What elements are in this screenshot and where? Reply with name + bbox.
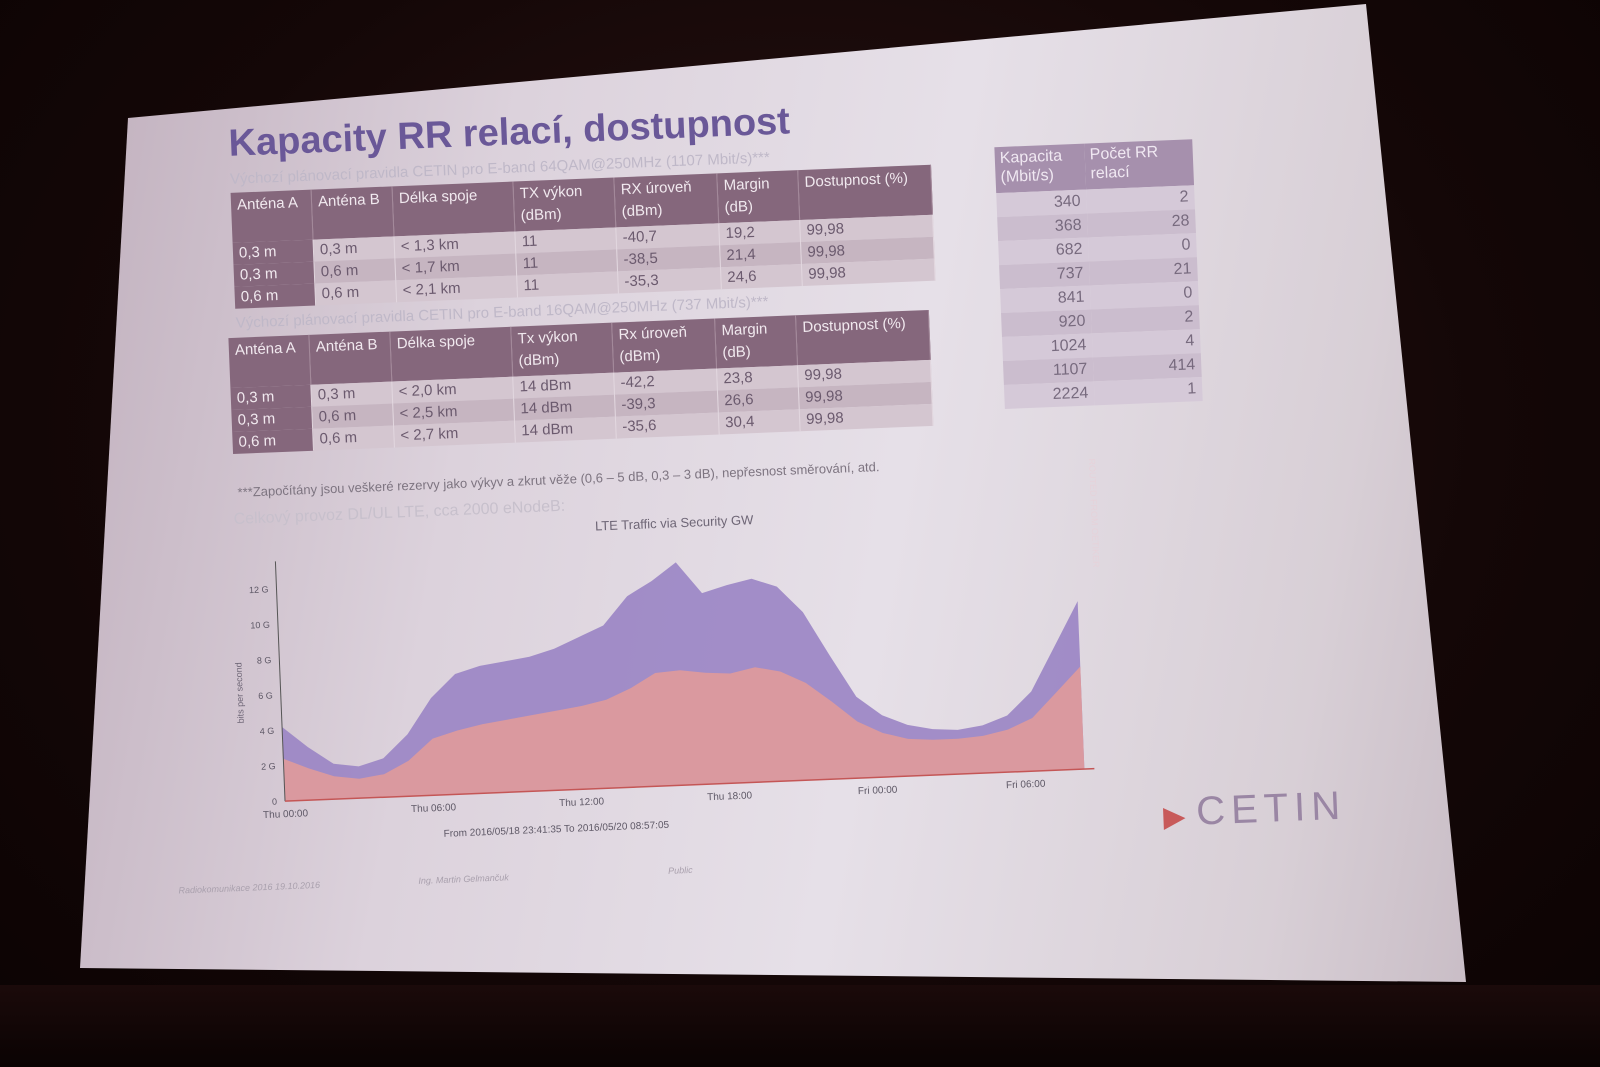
x-tick-label: Fri 06:00 xyxy=(1006,779,1046,792)
chart-axes: 0 2 G 4 G 6 G 8 G 10 G 12 G Thu 00:00 Thu 06:00 T… xyxy=(249,561,1095,821)
chart-areas xyxy=(282,562,1085,802)
capacity-header-0: Kapacita (Mbit/s) xyxy=(994,143,1087,194)
curtain xyxy=(0,985,1600,1067)
table1-header-4: RX úroveň (dBm) xyxy=(613,173,719,228)
table1-header-2: Délka spoje xyxy=(391,181,515,237)
table1: Anténa A Anténa B Délka spoje TX výkon (dBm… xyxy=(230,164,936,309)
chart-range-caption: From 2016/05/18 23:41:35 To 2016/05/20 0… xyxy=(443,820,669,840)
x-tick-label: Thu 00:00 xyxy=(263,808,309,821)
table1-cell: 0,3 m xyxy=(232,239,314,265)
y-tick-label: 10 G xyxy=(250,620,270,631)
capacity-cell: 1024 xyxy=(1001,333,1093,362)
table1-header-6: Dostupnost (%) xyxy=(797,164,933,221)
slide: Kapacity RR relací, dostupnost Výchozí p… xyxy=(175,7,1409,934)
table2-cell: 0,3 m xyxy=(230,384,312,411)
table2-header-3: Tx výkon (dBm) xyxy=(510,322,614,377)
table2-cell: 23,8 xyxy=(716,365,799,391)
y-axis-line xyxy=(274,561,286,802)
table1-cell: 0,6 m xyxy=(314,280,397,306)
table2-header-5: Margin (dB) xyxy=(714,315,798,369)
footer-event: Radiokomunikace 2016 19.10.2016 xyxy=(178,879,321,896)
footer-author: Ing. Martin Gelmančuk xyxy=(418,872,510,886)
capacity-cell: 737 xyxy=(999,261,1090,290)
table2-cell: 99,98 xyxy=(799,403,933,432)
table1-header-1: Anténa B xyxy=(311,186,394,240)
table1-header-0: Anténa A xyxy=(230,189,314,243)
capacity-cell: 841 xyxy=(1000,285,1091,314)
table2-cell: < 2,7 km xyxy=(393,420,516,448)
traffic-chart-svg: LTE Traffic via Security GW bits per sec… xyxy=(233,512,1095,840)
capacity-cell: 340 xyxy=(996,189,1088,218)
table1-cell: < 2,1 km xyxy=(395,275,518,303)
table2-cell: 30,4 xyxy=(718,409,801,435)
table2-header-4: Rx úroveň (dBm) xyxy=(611,318,717,373)
capacity-cell: 368 xyxy=(997,213,1089,242)
table1-cell: 99,98 xyxy=(801,258,936,287)
capacity-cell: 1 xyxy=(1093,377,1203,406)
cetin-logo: CETIN xyxy=(1195,783,1347,834)
table2-header-1: Anténa B xyxy=(308,331,392,385)
table2-header-0: Anténa A xyxy=(228,334,311,389)
capacity-cell: 1107 xyxy=(1002,357,1094,386)
y-tick-label: 4 G xyxy=(259,726,274,737)
table2-cell: 0,3 m xyxy=(231,406,313,433)
traffic-chart: LTE Traffic via Security GW bits per sec… xyxy=(214,488,1127,864)
table2-header-2: Délka spoje xyxy=(389,326,513,382)
table2-cell: 0,6 m xyxy=(312,425,395,451)
table1-header-5: Margin (dB) xyxy=(716,170,800,224)
table2-header-6: Dostupnost (%) xyxy=(795,309,931,366)
cetin-logo-mark-icon xyxy=(1163,807,1186,830)
table1-cell: -35,3 xyxy=(617,267,722,294)
table2-cell: 14 dBm xyxy=(514,416,617,443)
table2-cell: -35,6 xyxy=(615,412,720,439)
capacity-header-1: Počet RR relací xyxy=(1084,139,1195,190)
chart-ylabel: bits per second xyxy=(233,662,245,723)
capacity-cell: 682 xyxy=(998,237,1090,266)
footer-public: Public xyxy=(667,864,693,876)
x-tick-label: Thu 06:00 xyxy=(411,802,457,815)
y-tick-label: 8 G xyxy=(257,655,272,666)
table1-cell: 11 xyxy=(516,271,619,298)
x-tick-label: Fri 00:00 xyxy=(858,785,898,798)
table2-cell: 0,6 m xyxy=(232,428,314,454)
table1-header-3: TX výkon (dBm) xyxy=(512,177,616,232)
table1-cell: 0,3 m xyxy=(233,261,315,287)
table1-cell: 0,6 m xyxy=(234,283,316,309)
y-tick-label: 6 G xyxy=(258,690,273,701)
table1-cell: 24,6 xyxy=(720,264,803,290)
y-tick-label: 2 G xyxy=(261,761,276,772)
y-tick-label: 0 xyxy=(272,797,277,807)
x-tick-label: Thu 18:00 xyxy=(707,790,753,803)
capacity-cell: 2224 xyxy=(1003,381,1095,409)
capacity-cell: 920 xyxy=(1001,309,1092,338)
table2: Anténa A Anténa B Délka spoje Tx výkon (dBm… xyxy=(228,309,933,454)
footnote: ***Započítány jsou veškeré rezervy jako … xyxy=(237,459,880,500)
area-series-1 xyxy=(283,666,1085,802)
table1-cell: 19,2 xyxy=(718,220,801,246)
y-tick-label: 12 G xyxy=(249,584,269,595)
capacity-table: Kapacita (Mbit/s) Počet RR relací 340 2 368… xyxy=(994,139,1203,409)
x-axis-line xyxy=(285,767,1095,802)
x-tick-label: Thu 12:00 xyxy=(559,796,605,809)
chart-title: LTE Traffic via Security GW xyxy=(595,512,755,533)
